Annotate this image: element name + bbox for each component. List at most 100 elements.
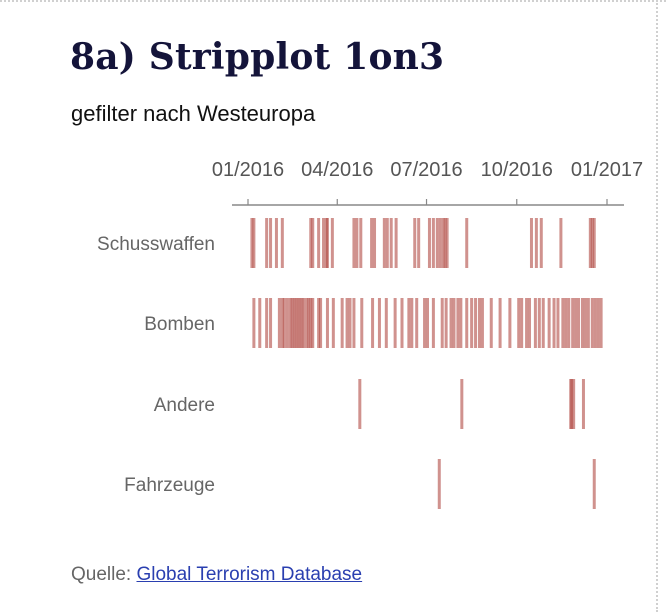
strip-mark	[373, 218, 377, 268]
strip-mark	[252, 218, 256, 268]
strip-mark	[426, 298, 429, 348]
strip-mark	[385, 218, 389, 268]
strip-mark	[410, 298, 414, 348]
strip-mark	[517, 298, 521, 348]
strip-mark	[588, 218, 592, 268]
strip-mark	[570, 379, 574, 429]
strip-mark	[440, 298, 444, 348]
strip-mark	[423, 298, 427, 348]
x-axis: 01/2016 04/2016 07/2016 10/2016 01/2017	[212, 159, 643, 206]
strips	[250, 218, 603, 509]
strip-mark	[330, 218, 334, 268]
strip-mark	[415, 298, 419, 348]
strip-mark	[322, 218, 326, 268]
strip-mark	[444, 298, 448, 348]
strip-mark	[382, 218, 386, 268]
strip-mark	[288, 298, 292, 348]
strip-mark	[309, 298, 313, 348]
strip-mark	[592, 218, 596, 268]
strip-mark	[590, 218, 594, 268]
strip-mark	[559, 218, 563, 268]
strip-mark	[525, 298, 529, 348]
strip-mark	[274, 218, 278, 268]
strip-mark	[438, 218, 442, 268]
category-label: Bomben	[144, 314, 215, 335]
strip-mark	[282, 298, 286, 348]
strip-mark	[250, 218, 254, 268]
strip-mark	[465, 218, 469, 268]
frame-right-border	[656, 0, 658, 612]
strip-mark	[583, 298, 587, 348]
strip-mark	[300, 298, 304, 348]
strip-mark	[452, 298, 456, 348]
strip-mark	[574, 298, 578, 348]
strip-mark	[394, 218, 398, 268]
strip-mark	[296, 298, 300, 348]
source-link[interactable]: Global Terrorism Database	[136, 564, 363, 585]
strip-mark	[407, 298, 411, 348]
strip-mark	[269, 298, 273, 348]
strip-mark	[474, 298, 478, 348]
strip-mark	[305, 298, 309, 348]
strip-mark	[345, 298, 349, 348]
strip-mark	[460, 379, 464, 429]
strip-mark	[443, 218, 447, 268]
strip-mark	[340, 298, 344, 348]
strip-mark	[325, 298, 329, 348]
series-fahrzeuge	[437, 459, 596, 509]
strip-mark	[465, 298, 469, 348]
strip-mark	[252, 298, 256, 348]
strip-mark	[541, 298, 545, 348]
strip-mark	[280, 298, 284, 348]
x-tick-label: 01/2017	[571, 159, 643, 181]
x-tick-label: 07/2016	[390, 159, 462, 181]
frame-top-border	[0, 0, 666, 2]
strip-mark	[292, 298, 296, 348]
strip-mark	[539, 218, 543, 268]
strip-mark	[352, 218, 356, 268]
strip-mark	[449, 298, 453, 348]
strip-mark	[427, 218, 431, 268]
x-tick-label: 10/2016	[481, 159, 553, 181]
strip-mark	[593, 298, 597, 348]
strip-mark	[370, 218, 374, 268]
strip-mark	[445, 218, 449, 268]
strip-mark	[528, 298, 532, 348]
strip-mark	[331, 298, 335, 348]
strip-mark	[592, 459, 596, 509]
strip-mark	[317, 298, 321, 348]
strip-mark	[359, 218, 363, 268]
strip-mark	[564, 298, 568, 348]
strip-mark	[280, 218, 284, 268]
category-label: Schusswaffen	[97, 234, 215, 255]
strip-mark	[459, 298, 463, 348]
strip-mark	[319, 298, 323, 348]
strip-mark	[355, 218, 359, 268]
strip-mark	[456, 298, 460, 348]
strip-mark	[580, 298, 584, 348]
strip-mark	[480, 298, 484, 348]
x-tick-label: 04/2016	[301, 159, 373, 181]
strip-mark	[552, 298, 556, 348]
strip-mark	[311, 218, 315, 268]
strip-mark	[470, 298, 474, 348]
strip-mark	[435, 218, 439, 268]
strip-mark	[389, 218, 393, 268]
strip-mark	[384, 298, 388, 348]
strip-mark	[307, 298, 311, 348]
strip-mark	[571, 298, 575, 348]
strip-mark	[377, 298, 381, 348]
chart-subtitle: gefilter nach Westeuropa	[71, 101, 316, 126]
strip-mark	[586, 298, 590, 348]
strip-mark	[431, 298, 435, 348]
strip-mark	[498, 298, 502, 348]
category-label: Andere	[154, 395, 215, 416]
chart-title: 8a) Stripplot 1on3	[70, 36, 445, 78]
strip-mark	[317, 218, 321, 268]
strip-mark	[581, 379, 585, 429]
strip-mark	[358, 379, 362, 429]
strip-mark	[437, 459, 441, 509]
strip-mark	[529, 218, 533, 268]
strip-mark	[269, 218, 273, 268]
